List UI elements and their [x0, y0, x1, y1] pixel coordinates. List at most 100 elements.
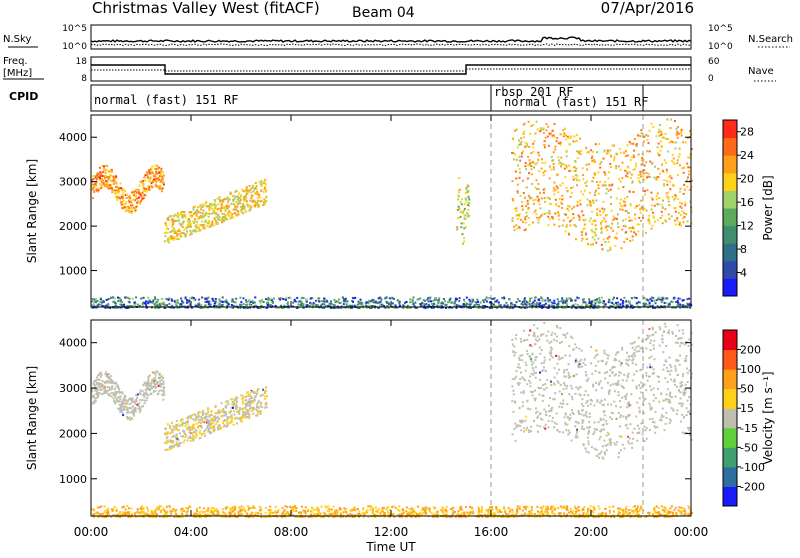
data-cell: [258, 194, 260, 196]
data-cell: [228, 199, 230, 201]
data-cell: [582, 219, 584, 221]
data-cell: [532, 394, 534, 396]
data-cell: [630, 423, 632, 425]
data-cell: [223, 425, 225, 427]
data-cell: [628, 443, 630, 445]
data-cell: [246, 186, 248, 188]
data-cell: [529, 133, 531, 135]
data-cell: [674, 147, 676, 149]
data-cell: [593, 202, 595, 204]
data-cell: [530, 430, 532, 432]
data-cell: [624, 201, 626, 203]
data-cell: [103, 182, 105, 184]
data-cell: [673, 298, 675, 300]
data-cell: [652, 305, 654, 307]
data-cell: [591, 155, 593, 157]
data-cell: [512, 378, 514, 380]
data-cell: [613, 297, 615, 299]
data-cell: [249, 185, 251, 187]
data-cell: [572, 186, 574, 188]
data-cell: [675, 370, 677, 372]
data-cell: [658, 376, 660, 378]
data-cell: [634, 341, 636, 343]
data-cell: [213, 210, 215, 212]
data-cell: [629, 437, 631, 439]
data-cell: [208, 216, 210, 218]
data-cell: [586, 380, 588, 382]
data-cell: [604, 451, 606, 453]
data-cell: [576, 347, 578, 349]
data-cell: [523, 392, 525, 394]
data-cell: [492, 298, 494, 300]
data-cell: [603, 429, 605, 431]
data-cell: [229, 218, 231, 220]
data-cell: [131, 418, 133, 420]
data-cell: [145, 300, 147, 302]
data-cell: [191, 414, 193, 416]
data-cell: [221, 402, 223, 404]
data-cell: [675, 195, 677, 197]
data-cell: [678, 298, 680, 300]
data-cell: [553, 193, 555, 195]
data-cell: [545, 303, 547, 305]
data-cell: [666, 417, 668, 419]
data-cell: [484, 299, 486, 301]
data-cell: [625, 300, 627, 302]
data-cell: [333, 299, 335, 301]
nave-trace: [91, 69, 691, 71]
data-cell: [618, 380, 620, 382]
data-cell: [591, 157, 593, 159]
data-cell: [592, 151, 594, 153]
data-cell: [239, 197, 241, 199]
data-cell: [550, 355, 552, 357]
data-cell: [618, 412, 620, 414]
data-cell: [683, 394, 685, 396]
data-cell: [516, 159, 518, 161]
data-cell: [539, 379, 541, 381]
data-cell: [686, 368, 688, 370]
data-cell: [513, 354, 515, 356]
data-cell: [194, 220, 196, 222]
data-cell: [138, 196, 140, 198]
data-cell: [260, 183, 262, 185]
data-cell: [519, 359, 521, 361]
data-cell: [228, 206, 230, 208]
data-cell: [667, 151, 669, 153]
data-cell: [561, 195, 563, 197]
data-cell: [148, 388, 150, 390]
data-cell: [585, 371, 587, 373]
data-cell: [653, 300, 655, 302]
data-cell: [580, 203, 582, 205]
y-tick-label: 3000: [59, 176, 87, 189]
data-cell: [557, 430, 559, 432]
data-cell: [153, 390, 155, 392]
data-cell: [637, 230, 639, 232]
data-cell: [546, 340, 548, 342]
data-cell: [613, 303, 615, 305]
data-cell: [513, 346, 515, 348]
data-cell: [217, 214, 219, 216]
data-cell: [671, 177, 673, 179]
data-cell: [457, 217, 459, 219]
data-cell: [559, 358, 561, 360]
data-cell: [468, 196, 470, 198]
data-cell: [659, 328, 661, 330]
data-cell: [663, 416, 665, 418]
data-cell: [535, 213, 537, 215]
data-cell: [570, 385, 572, 387]
data-cell: [245, 408, 247, 410]
data-cell: [536, 196, 538, 198]
data-cell: [573, 179, 575, 181]
data-cell: [581, 425, 583, 427]
data-cell: [598, 300, 600, 302]
data-cell: [650, 389, 652, 391]
data-cell: [215, 423, 217, 425]
data-cell: [615, 165, 617, 167]
data-cell: [573, 136, 575, 138]
data-cell: [560, 133, 562, 135]
data-cell: [126, 412, 128, 414]
data-cell: [257, 402, 259, 404]
data-cell: [96, 173, 98, 175]
data-cell: [105, 391, 107, 393]
data-cell: [93, 303, 95, 305]
